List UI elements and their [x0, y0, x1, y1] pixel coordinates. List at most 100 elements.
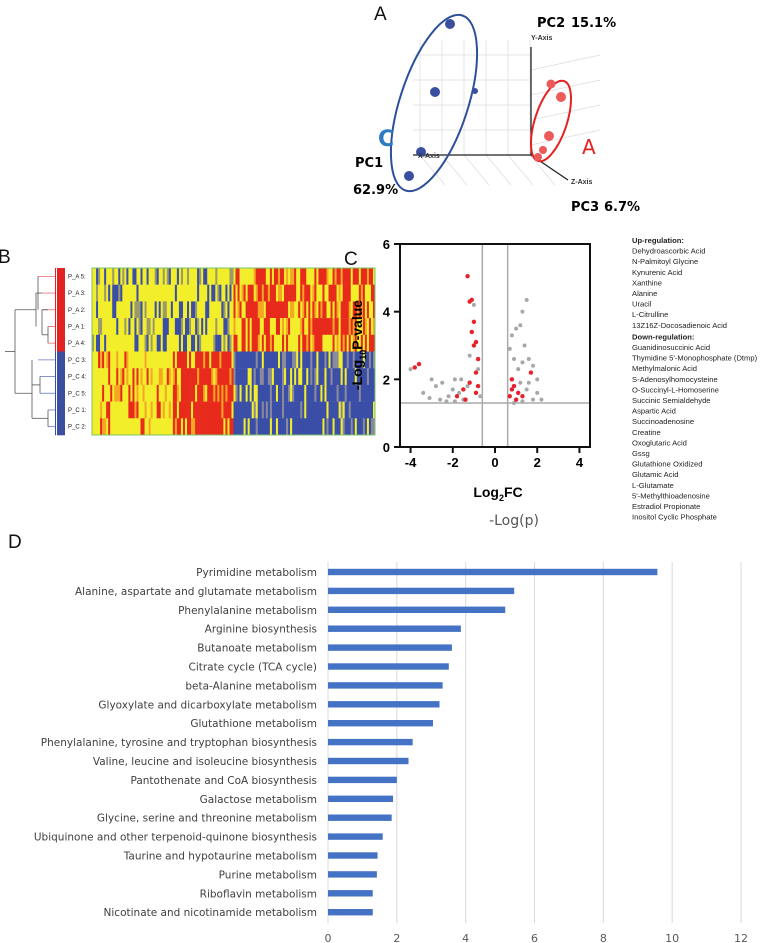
- heatmap-cell: [239, 418, 242, 436]
- heatmap-cell: [261, 401, 265, 419]
- heatmap-cell: [362, 318, 366, 335]
- heatmap-cell: [360, 384, 364, 402]
- heatmap-cell: [322, 384, 325, 402]
- heatmap-cell: [100, 351, 103, 369]
- volcano-point-nonsig: [531, 397, 535, 402]
- heatmap-cell: [360, 318, 364, 335]
- heatmap-cell: [197, 334, 200, 352]
- heatmap-cell: [261, 334, 265, 352]
- heatmap-cell: [122, 301, 125, 319]
- heatmap-cell: [251, 418, 255, 436]
- heatmap-cell: [160, 301, 164, 319]
- heatmap-cell: [294, 318, 297, 335]
- heatmap-cell: [275, 418, 279, 436]
- heatmap-cell: [294, 401, 297, 419]
- group-bar-segment: [57, 334, 65, 352]
- heatmap-cell: [110, 368, 113, 386]
- heatmap-cell: [275, 351, 279, 369]
- heatmap-cell: [328, 268, 331, 285]
- heatmap-cell: [225, 268, 228, 285]
- heatmap-cell: [136, 334, 139, 352]
- heatmap-cell: [342, 368, 345, 386]
- heatmap-cell: [237, 301, 240, 319]
- heatmap-cell: [372, 418, 376, 436]
- heatmap-cell: [207, 318, 210, 335]
- x-tick-label: 2: [393, 932, 400, 943]
- heatmap-cell: [166, 284, 170, 302]
- heatmap-cell: [294, 384, 297, 402]
- heatmap-cell: [162, 384, 166, 402]
- volcano-point-nonsig: [509, 333, 514, 338]
- heatmap-cell: [286, 318, 289, 335]
- heatmap-cell: [134, 334, 137, 352]
- heatmap-cell: [132, 351, 135, 369]
- heatmap-cell: [362, 284, 366, 302]
- category-label: Riboflavin metabolism: [200, 888, 317, 900]
- heatmap-cell: [304, 318, 307, 335]
- heatmap-cell: [259, 351, 263, 369]
- heatmap-cell: [215, 384, 218, 402]
- legend-up-title: Up-regulation:: [632, 236, 684, 245]
- heatmap-cell: [241, 384, 244, 402]
- heatmap-cell: [227, 284, 230, 302]
- heatmap-cell: [156, 284, 160, 302]
- heatmap-cell: [253, 384, 257, 402]
- heatmap-cell: [178, 318, 182, 335]
- heatmap-cell: [342, 351, 345, 369]
- heatmap-cell: [102, 318, 105, 335]
- heatmap-cell: [172, 284, 176, 302]
- heatmap-cell: [92, 401, 95, 419]
- heatmap-cell: [138, 284, 141, 302]
- heatmap-cell: [221, 334, 224, 352]
- heatmap-cell: [271, 334, 275, 352]
- heatmap-cell: [312, 368, 315, 386]
- heatmap-cell: [233, 318, 236, 335]
- heatmap-cell: [352, 334, 356, 352]
- heatmap-cell: [273, 268, 277, 285]
- heatmap-cell: [134, 368, 137, 386]
- heatmap-cell: [172, 334, 176, 352]
- heatmap-cell: [213, 334, 216, 352]
- heatmap-cell: [324, 401, 327, 419]
- heatmap-cell: [94, 401, 97, 419]
- heatmap-cell: [209, 318, 212, 335]
- heatmap-cell: [195, 418, 198, 436]
- heatmap-cell: [191, 318, 194, 335]
- heatmap-cell: [269, 418, 273, 436]
- heatmap-cell: [114, 268, 117, 285]
- volcano-point-sig: [469, 329, 474, 335]
- group-bar-segment: [57, 351, 65, 369]
- heatmap-cell: [326, 334, 329, 352]
- heatmap-cell: [213, 351, 216, 369]
- pca-gridline: [485, 154, 512, 186]
- volcano-point-nonsig: [478, 394, 483, 399]
- heatmap-cell: [187, 268, 190, 285]
- heatmap-cell: [158, 301, 162, 319]
- heatmap-cell: [308, 334, 311, 352]
- heatmap-cell: [237, 368, 240, 386]
- heatmap-cell: [364, 318, 368, 335]
- heatmap-cell: [118, 268, 121, 285]
- heatmap-cell: [219, 301, 222, 319]
- heatmap-cell: [348, 334, 352, 352]
- heatmap-cell: [267, 268, 271, 285]
- heatmap-cell: [92, 301, 95, 319]
- heatmap-cell: [154, 401, 157, 419]
- heatmap-cell: [334, 301, 337, 319]
- heatmap-cell: [292, 418, 295, 436]
- heatmap-cell: [267, 318, 271, 335]
- heatmap-cell: [126, 284, 129, 302]
- heatmap-cell: [225, 368, 228, 386]
- heatmap-cell: [205, 318, 208, 335]
- bar: [328, 568, 658, 576]
- heatmap-cell: [330, 301, 333, 319]
- heatmap-cell: [320, 334, 323, 352]
- heatmap-cell: [370, 368, 374, 386]
- heatmap-cell: [168, 368, 172, 386]
- heatmap-cell: [310, 368, 313, 386]
- heatmap-cell: [110, 268, 113, 285]
- heatmap-cell: [168, 418, 172, 436]
- heatmap-cell: [124, 334, 127, 352]
- heatmap-cell: [269, 284, 273, 302]
- heatmap-cell: [160, 351, 164, 369]
